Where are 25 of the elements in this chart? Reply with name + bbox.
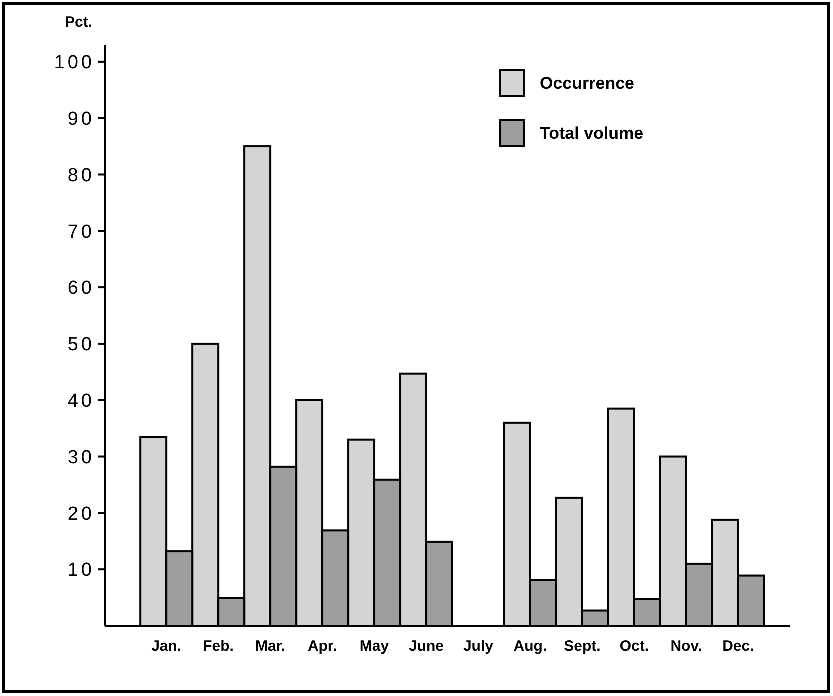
y-tick-label: 30 (68, 447, 95, 468)
legend-label: Occurrence (540, 74, 634, 93)
x-tick-label: July (463, 638, 494, 655)
legend-label: Total volume (540, 124, 644, 143)
y-tick-label: 90 (68, 108, 95, 130)
y-tick-label: 80 (68, 165, 95, 186)
x-tick-label: Jan. (152, 638, 182, 655)
x-tick-label: May (360, 638, 390, 655)
x-tick-label: June (409, 638, 444, 655)
x-tick-label: Sept. (564, 638, 601, 655)
x-tick-label: Nov. (670, 638, 702, 655)
x-tick-label: Feb. (203, 638, 234, 655)
x-tick-label: Dec. (722, 638, 754, 655)
x-tick-label: Mar. (256, 638, 286, 655)
y-axis-title: Pct. (65, 14, 93, 31)
x-tick-label: Aug. (514, 638, 548, 655)
y-tick-label: 10 (68, 560, 95, 582)
y-tick-label: 40 (68, 391, 95, 412)
y-tick-label: 50 (68, 334, 95, 356)
y-tick-label: 60 (68, 278, 95, 300)
y-tick-label: 20 (68, 504, 95, 525)
y-tick-label: 70 (68, 222, 95, 243)
x-tick-label: Apr. (308, 638, 338, 655)
x-tick-label: Oct. (620, 638, 650, 655)
y-tick-label: 100 (54, 52, 95, 74)
